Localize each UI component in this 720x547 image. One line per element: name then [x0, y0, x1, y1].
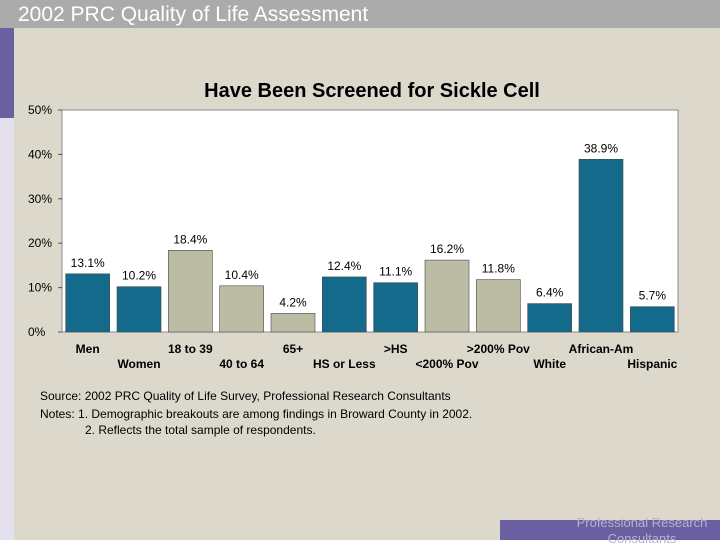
y-tick-label: 40% [28, 147, 52, 161]
bar [527, 303, 572, 333]
plot-area [61, 109, 679, 333]
y-tick-label: 0% [28, 325, 46, 339]
category-label: <200% Pov [415, 357, 478, 371]
category-label: Hispanic [627, 357, 677, 371]
data-label: 10.2% [122, 269, 156, 283]
bar [630, 306, 675, 333]
category-label: HS or Less [313, 357, 376, 371]
bar [65, 273, 110, 333]
bar [476, 279, 521, 333]
bars-group: 13.1% Men 10.2% Women 18.4% 18 to 39 10.4% 40 t… [65, 141, 678, 371]
y-tick-label: 10% [28, 281, 52, 295]
category-label: 18 to 39 [168, 342, 213, 356]
footer-line-1: Professional Research [576, 515, 708, 530]
data-label: 16.2% [430, 242, 464, 256]
bar [322, 276, 367, 333]
data-label: 4.2% [279, 295, 307, 309]
page-title: 2002 PRC Quality of Life Assessment [18, 3, 369, 26]
category-label: African-Am [569, 342, 634, 356]
left-accent-block [0, 0, 14, 118]
bar [578, 158, 624, 333]
footer-bar [500, 520, 720, 540]
data-label: 11.8% [482, 262, 515, 276]
bar [270, 313, 316, 333]
data-label: 11.1% [379, 265, 412, 279]
y-tick-label: 30% [28, 192, 52, 206]
note-2: 2. Reflects the total sample of responde… [85, 423, 316, 437]
footer-line-2: Consultants [607, 531, 677, 546]
chart-title: Have Been Screened for Sickle Cell [204, 80, 540, 102]
bar [168, 250, 213, 333]
bar [373, 282, 418, 333]
data-label: 18.4% [173, 232, 207, 246]
header-bar: 2002 PRC Quality of Life Assessment [0, 0, 720, 28]
data-label: 38.9% [584, 141, 618, 155]
data-label: 13.1% [71, 256, 105, 270]
category-label: 40 to 64 [219, 357, 264, 371]
data-label: 6.4% [536, 286, 564, 300]
category-label: Men [76, 342, 100, 356]
data-label: 10.4% [225, 268, 259, 282]
y-tick-label: 20% [28, 236, 52, 250]
y-tick-label: 50% [28, 103, 52, 117]
data-label: 12.4% [327, 259, 361, 273]
category-label: White [533, 357, 566, 371]
bar [424, 259, 470, 333]
category-label: >HS [384, 342, 408, 356]
category-label: >200% Pov [467, 342, 530, 356]
left-decoration-band [0, 0, 14, 540]
category-label: Women [117, 357, 160, 371]
y-axis: 0% 10% 20% 30% 40% 50% [28, 103, 62, 339]
source-note: Source: 2002 PRC Quality of Life Survey,… [40, 389, 451, 403]
bar [116, 286, 162, 333]
note-1: Notes: 1. Demographic breakouts are amon… [40, 407, 473, 421]
category-label: 65+ [283, 342, 303, 356]
data-label: 5.7% [639, 289, 667, 303]
bar [219, 285, 264, 333]
footer-brand: Professional Research Consultants [562, 515, 720, 547]
